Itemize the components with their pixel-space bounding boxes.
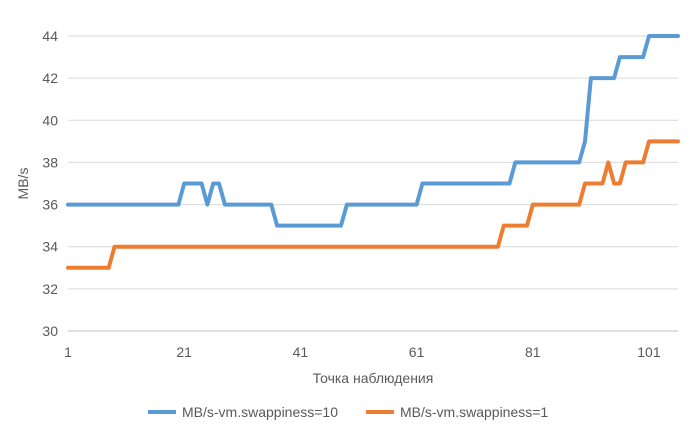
legend: MB/s-vm.swappiness=10 MB/s-vm.swappiness=…	[148, 404, 548, 420]
x-tick-label: 61	[409, 344, 425, 360]
x-tick-label: 21	[176, 344, 192, 360]
series-line	[66, 139, 680, 270]
y-tick-label: 36	[42, 197, 58, 213]
y-tick-label: 40	[42, 112, 58, 128]
gridlines	[68, 35, 678, 290]
y-axis-title: MB/s	[15, 168, 31, 200]
x-tick-label: 1	[64, 344, 72, 360]
y-tick-label: 32	[42, 281, 58, 297]
legend-label: MB/s-vm.swappiness=10	[182, 404, 338, 420]
x-tick-label: 101	[637, 344, 661, 360]
x-axis-ticks: 1 21 41 61 81 101	[64, 344, 661, 360]
y-tick-label: 34	[42, 239, 58, 255]
y-tick-label: 44	[42, 28, 58, 44]
x-tick-label: 81	[525, 344, 541, 360]
y-tick-label: 38	[42, 154, 58, 170]
series-line	[66, 34, 680, 228]
series-lines	[66, 34, 680, 270]
legend-label: MB/s-vm.swappiness=1	[400, 404, 548, 420]
x-axis-title: Точка наблюдения	[313, 370, 434, 386]
y-axis-ticks: 30 32 34 36 38 40 42 44	[42, 28, 58, 339]
y-tick-label: 42	[42, 70, 58, 86]
x-tick-label: 41	[293, 344, 309, 360]
y-tick-label: 30	[42, 323, 58, 339]
